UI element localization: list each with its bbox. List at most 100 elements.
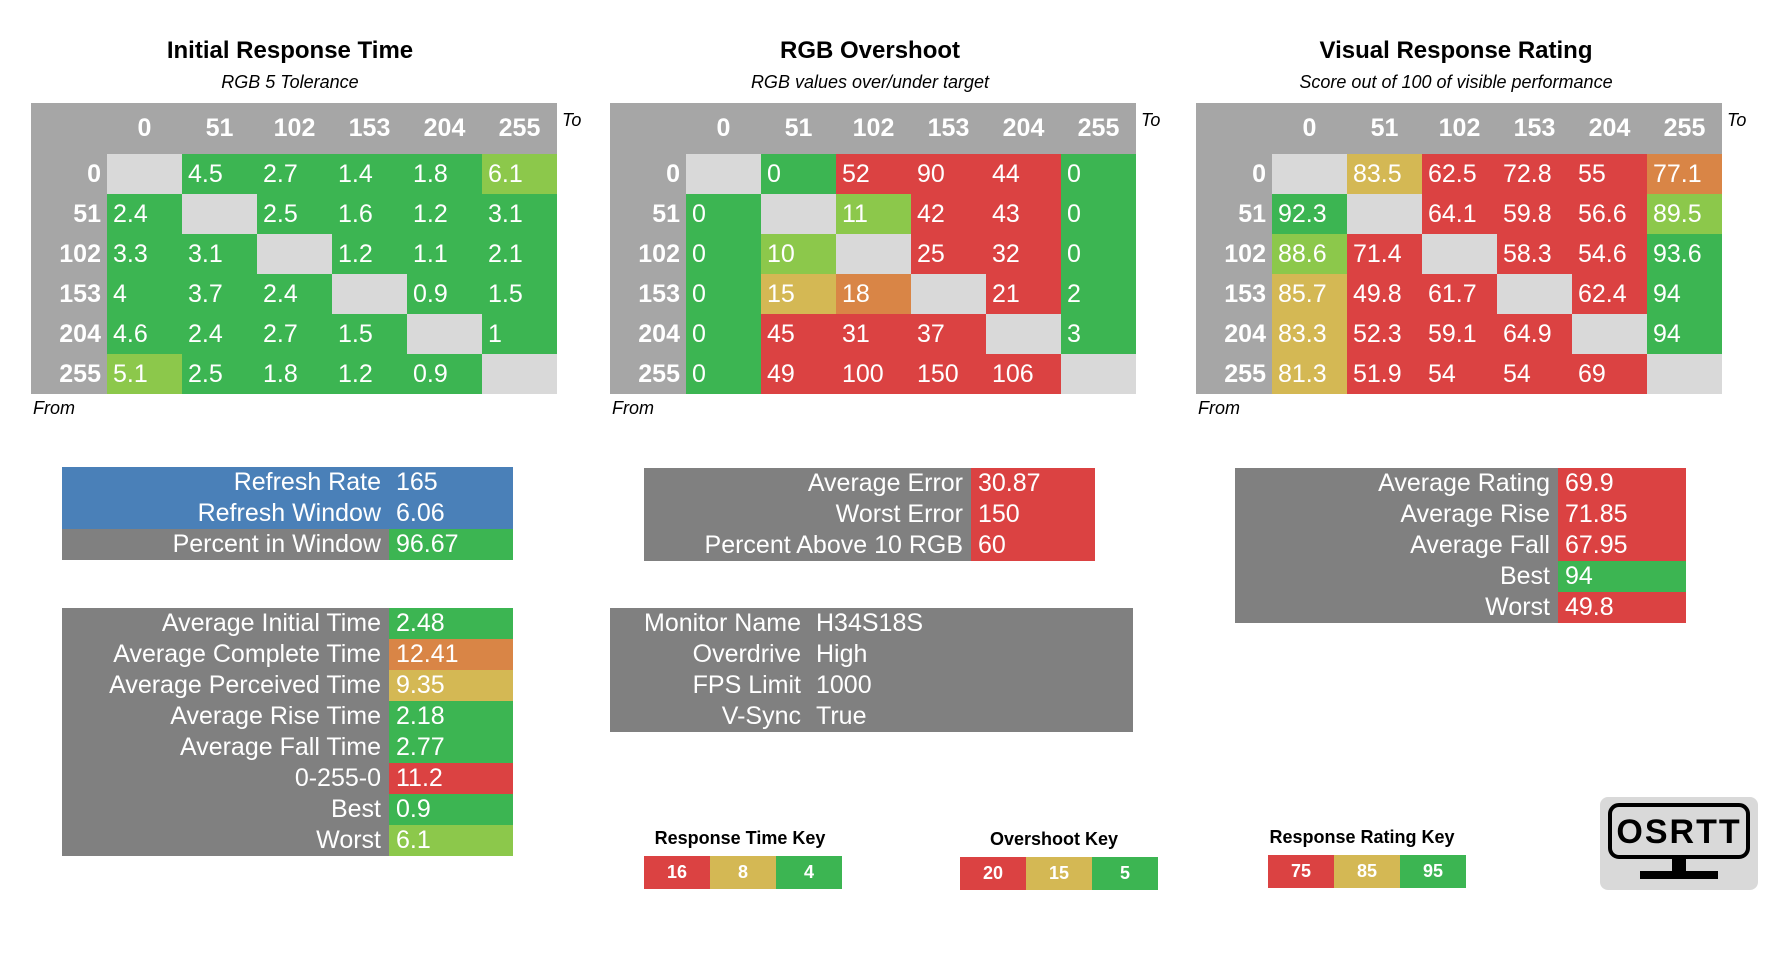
heatmap-cell: 1.2 <box>332 234 407 274</box>
heatmap-cell: 1.5 <box>482 274 557 314</box>
stat-label: Worst <box>316 826 381 854</box>
stat-value: 2.48 <box>389 608 513 639</box>
row-header: 153 <box>59 279 101 308</box>
stat-row: Worst 6.1 <box>62 825 513 856</box>
stat-row: Percent Above 10 RGB 60 <box>644 530 1095 561</box>
overshoot-to-label: To <box>1141 110 1161 130</box>
heatmap-cell: 77.1 <box>1647 154 1722 194</box>
stat-label: Best <box>330 795 381 823</box>
stat-value: 6.1 <box>389 825 513 856</box>
column-header: 51 <box>1370 114 1399 142</box>
stat-row: Average Initial Time 2.48 <box>62 608 513 639</box>
heatmap-cell: 15 <box>761 274 836 314</box>
heatmap-cell <box>332 274 407 314</box>
column-header: 204 <box>1002 114 1045 142</box>
key-swatch: 8 <box>710 856 776 889</box>
heatmap-cell: 49 <box>761 354 836 394</box>
heatmap-cell: 54 <box>1497 354 1572 394</box>
rating-key: 75 85 95 <box>1268 855 1466 888</box>
heatmap-cell <box>761 194 836 234</box>
heatmap-cell: 71.4 <box>1347 234 1422 274</box>
heatmap-cell: 2.5 <box>182 354 257 394</box>
stat-row: FPS Limit 1000 <box>610 670 1133 701</box>
stat-row: Worst 49.8 <box>1235 592 1686 623</box>
heatmap-cell: 1.2 <box>407 194 482 234</box>
stat-value: 49.8 <box>1558 592 1686 623</box>
stat-value: 67.95 <box>1558 530 1686 561</box>
stat-row: Percent in Window 96.67 <box>62 529 513 560</box>
row-header: 51 <box>1238 199 1266 228</box>
stat-value: 30.87 <box>971 468 1095 499</box>
stat-value: H34S18S <box>816 609 924 637</box>
response-time-heatmap: 0 51 102 153 204 255 0 4.5 2.7 1.4 1.8 6.1 51 2.4 2.5 1… <box>31 103 557 394</box>
heatmap-cell: 54 <box>1422 354 1497 394</box>
rating-panel: Average Rating 69.9 Average Rise 71.85 Avera… <box>1235 468 1686 623</box>
column-header: 255 <box>1663 114 1706 142</box>
heatmap-cell: 90 <box>911 154 986 194</box>
column-header: 51 <box>784 114 813 142</box>
heatmap-corner <box>31 103 107 154</box>
heatmap-cell <box>1572 314 1647 354</box>
heatmap-cell: 1.2 <box>332 354 407 394</box>
stat-row: Worst Error 150 <box>644 499 1095 530</box>
heatmap-cell: 1.8 <box>257 354 332 394</box>
osrtt-logo: OSRTT <box>1600 797 1758 890</box>
heatmap-cell: 4.5 <box>182 154 257 194</box>
heatmap-cell: 21 <box>986 274 1061 314</box>
row-header: 102 <box>638 239 680 268</box>
stat-row: Refresh Window 6.06 <box>62 498 513 529</box>
row-header: 204 <box>638 319 680 348</box>
heatmap-cell: 106 <box>986 354 1061 394</box>
stat-row: Average Rise Time 2.18 <box>62 701 513 732</box>
heatmap-cell: 3.1 <box>182 234 257 274</box>
heatmap-cell: 52 <box>836 154 911 194</box>
heatmap-cell: 0.9 <box>407 274 482 314</box>
stat-value: 11.2 <box>389 763 513 794</box>
row-header: 255 <box>638 359 680 388</box>
stat-label: Best <box>1499 562 1550 590</box>
stat-row: Average Fall 67.95 <box>1235 530 1686 561</box>
stat-label: Refresh Rate <box>62 467 389 498</box>
heatmap-cell: 2.1 <box>482 234 557 274</box>
heatmap-cell: 3.3 <box>107 234 182 274</box>
heatmap-cell: 3 <box>1061 314 1136 354</box>
column-header: 102 <box>1438 114 1481 142</box>
heatmap-cell: 25 <box>911 234 986 274</box>
rating-heatmap: 0 51 102 153 204 255 0 83.5 62.5 72.8 55 77.1 51 92.3… <box>1196 103 1722 394</box>
heatmap-cell: 92.3 <box>1272 194 1347 234</box>
stat-row: Best 94 <box>1235 561 1686 592</box>
stat-label: Refresh Window <box>62 498 389 529</box>
heatmap-cell: 0 <box>1061 154 1136 194</box>
response-time-key: 16 8 4 <box>644 856 842 889</box>
heatmap-cell: 55 <box>1572 154 1647 194</box>
heatmap-cell: 18 <box>836 274 911 314</box>
rating-title: Visual Response Rating <box>1319 37 1593 64</box>
stat-row: Average Error 30.87 <box>644 468 1095 499</box>
heatmap-cell: 64.9 <box>1497 314 1572 354</box>
row-header: 153 <box>638 279 680 308</box>
heatmap-cell: 1 <box>482 314 557 354</box>
column-header: 255 <box>498 114 541 142</box>
column-header: 204 <box>423 114 466 142</box>
heatmap-cell: 94 <box>1647 274 1722 314</box>
stat-value: 12.41 <box>389 639 513 670</box>
heatmap-cell: 45 <box>761 314 836 354</box>
heatmap-cell: 49.8 <box>1347 274 1422 314</box>
stat-value: 96.67 <box>389 529 513 560</box>
stat-row: Best 0.9 <box>62 794 513 825</box>
heatmap-cell: 42 <box>911 194 986 234</box>
error-panel: Average Error 30.87 Worst Error 150 Percent … <box>644 468 1095 561</box>
heatmap-cell: 69 <box>1572 354 1647 394</box>
stat-row: 0-255-0 11.2 <box>62 763 513 794</box>
heatmap-corner <box>1196 103 1272 154</box>
heatmap-cell: 2.7 <box>257 154 332 194</box>
stat-row: Overdrive High <box>610 639 1133 670</box>
stat-label: Average Perceived Time <box>109 671 381 699</box>
overshoot-from-label: From <box>612 398 654 418</box>
stat-row: V-Sync True <box>610 701 1133 732</box>
heatmap-cell: 58.3 <box>1497 234 1572 274</box>
heatmap-cell: 0 <box>686 194 761 234</box>
heatmap-cell: 85.7 <box>1272 274 1347 314</box>
heatmap-cell: 2.4 <box>257 274 332 314</box>
stat-label: 0-255-0 <box>294 764 381 792</box>
